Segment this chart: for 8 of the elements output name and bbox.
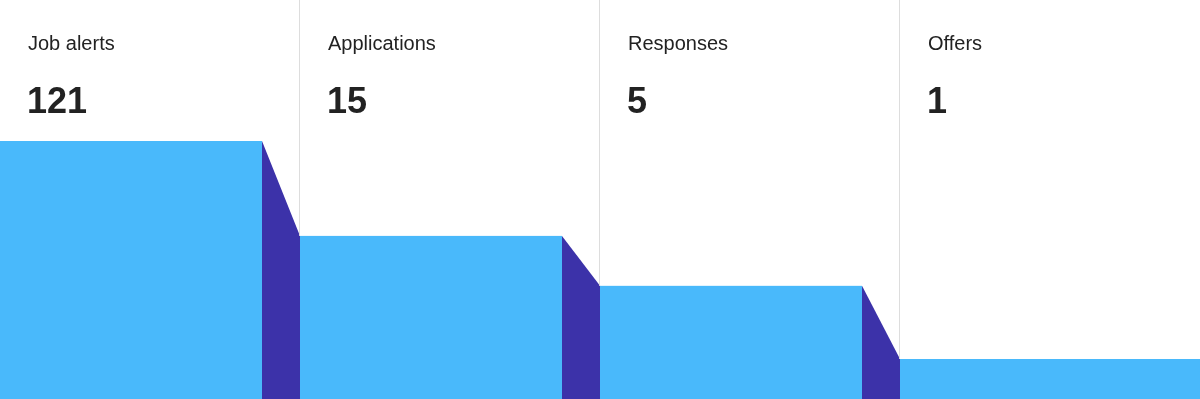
data-label: 5 — [627, 80, 648, 121]
category-label: Responses — [628, 32, 729, 54]
category-label: Job alerts — [28, 32, 115, 54]
data-label: 121 — [27, 80, 88, 121]
category-label: Applications — [328, 32, 436, 54]
category-label: Offers — [928, 32, 983, 54]
data-label: 1 — [927, 80, 948, 121]
data-label: 15 — [327, 80, 368, 121]
